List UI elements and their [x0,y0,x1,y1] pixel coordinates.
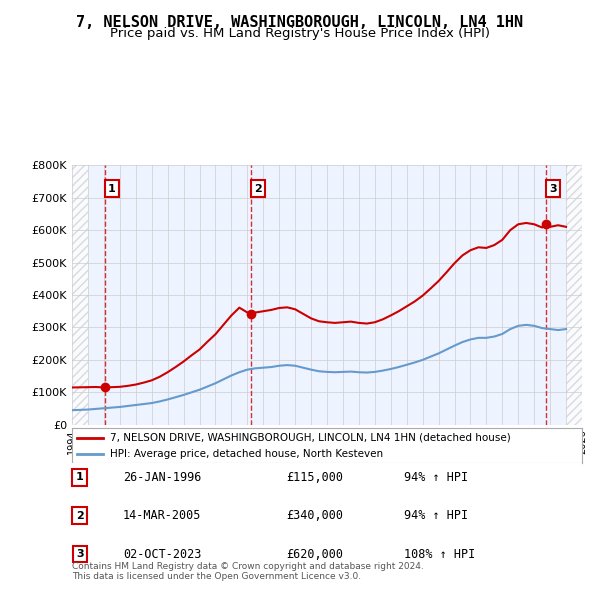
Text: 1: 1 [108,183,116,194]
Text: 7, NELSON DRIVE, WASHINGBOROUGH, LINCOLN, LN4 1HN: 7, NELSON DRIVE, WASHINGBOROUGH, LINCOLN… [76,15,524,30]
Bar [566,165,582,425]
Text: £115,000: £115,000 [286,471,343,484]
Text: 14-MAR-2005: 14-MAR-2005 [123,509,202,522]
Bar [72,165,88,425]
Text: 94% ↑ HPI: 94% ↑ HPI [404,471,467,484]
Text: 3: 3 [550,183,557,194]
Text: 3: 3 [76,549,83,559]
Text: 7, NELSON DRIVE, WASHINGBOROUGH, LINCOLN, LN4 1HN (detached house): 7, NELSON DRIVE, WASHINGBOROUGH, LINCOLN… [110,432,511,442]
Text: Contains HM Land Registry data © Crown copyright and database right 2024.
This d: Contains HM Land Registry data © Crown c… [72,562,424,581]
Text: 108% ↑ HPI: 108% ↑ HPI [404,548,475,560]
Text: Price paid vs. HM Land Registry's House Price Index (HPI): Price paid vs. HM Land Registry's House … [110,27,490,40]
Text: £340,000: £340,000 [286,509,343,522]
Text: 94% ↑ HPI: 94% ↑ HPI [404,509,467,522]
Text: £620,000: £620,000 [286,548,343,560]
Text: 2: 2 [254,183,262,194]
Text: 2: 2 [76,511,83,520]
Text: 02-OCT-2023: 02-OCT-2023 [123,548,202,560]
Text: 26-JAN-1996: 26-JAN-1996 [123,471,202,484]
Text: HPI: Average price, detached house, North Kesteven: HPI: Average price, detached house, Nort… [110,450,383,459]
Text: 1: 1 [76,473,83,482]
